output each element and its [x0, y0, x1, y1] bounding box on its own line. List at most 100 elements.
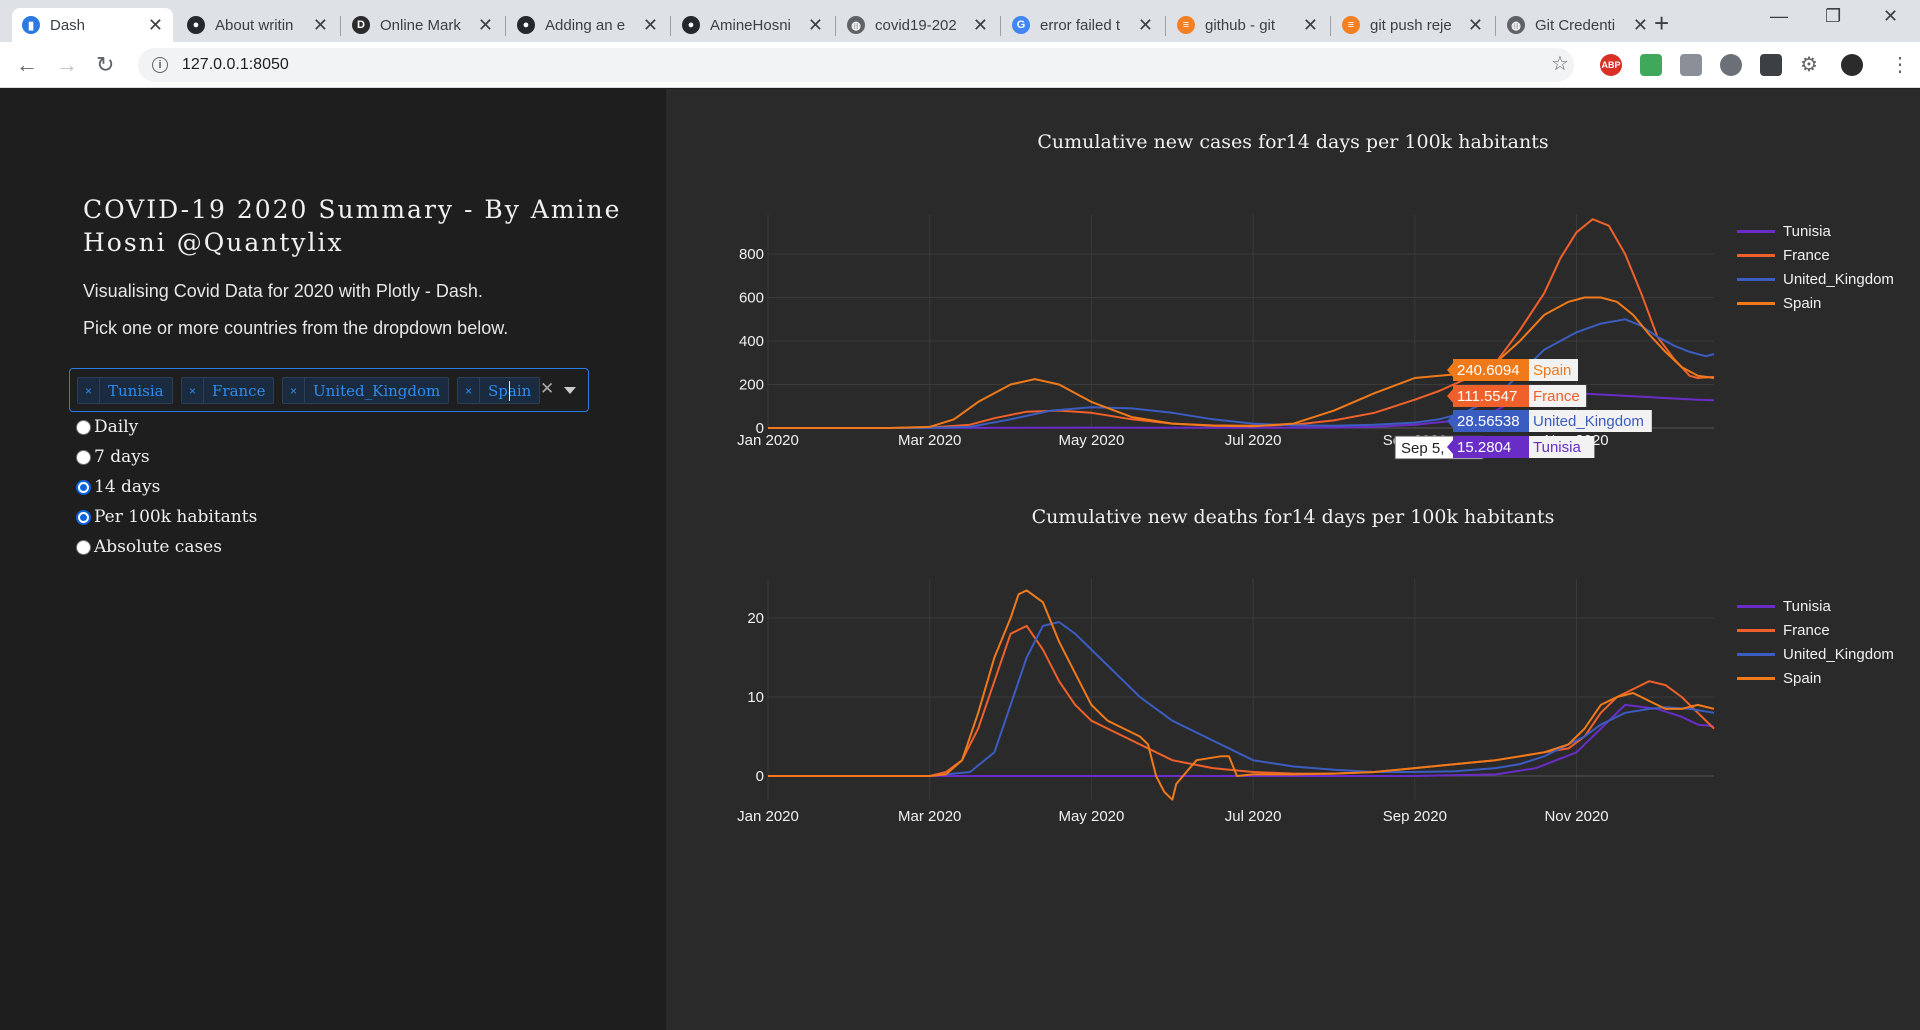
back-icon[interactable]: ←	[16, 52, 38, 77]
close-tab-icon[interactable]: ✕	[1632, 14, 1648, 35]
tab-title: git push reje	[1370, 16, 1452, 34]
legend-item[interactable]: Spain	[1737, 291, 1894, 315]
series-line-spain	[768, 296, 1715, 429]
browser-tab[interactable]: ▮ Dash ✕	[12, 8, 173, 42]
legend-item[interactable]: United_Kingdom	[1737, 642, 1894, 666]
legend-item[interactable]: France	[1737, 618, 1894, 642]
close-window-icon[interactable]: ✕	[1883, 6, 1899, 26]
remove-chip-icon[interactable]: ×	[78, 378, 100, 403]
tab-separator	[670, 16, 671, 36]
period-radio[interactable]: 7 days	[76, 447, 150, 467]
radio-button[interactable]	[76, 539, 91, 555]
browser-menu-icon[interactable]: ⋮	[1890, 54, 1910, 76]
reload-icon[interactable]: ↻	[96, 52, 115, 77]
tooltip-value: 28.56538	[1457, 413, 1520, 430]
maximize-icon[interactable]: ❐	[1825, 6, 1842, 26]
browser-tab[interactable]: ≡ git push reje ✕	[1332, 8, 1493, 42]
legend-item[interactable]: United_Kingdom	[1737, 267, 1894, 291]
scale-radio[interactable]: Absolute cases	[76, 537, 222, 557]
remove-chip-icon[interactable]: ×	[182, 378, 204, 403]
y-tick-label: 600	[739, 290, 764, 307]
dash-app: COVID-19 2020 Summary - By Amine Hosni @…	[0, 89, 1920, 1030]
close-tab-icon[interactable]: ✕	[1467, 14, 1483, 35]
url-input[interactable]: i 127.0.0.1:8050	[138, 48, 1574, 82]
browser-tab[interactable]: ◍ covid19-202 ✕	[837, 8, 998, 42]
y-tick-label: 0	[756, 768, 764, 785]
y-tick-label: 0	[756, 420, 764, 437]
period-radio[interactable]: 14 days	[76, 477, 160, 497]
legend-item[interactable]: France	[1737, 243, 1894, 267]
legend-swatch	[1737, 253, 1775, 257]
tooltip-pointer	[1447, 440, 1453, 454]
dillinger-icon: D	[352, 16, 370, 34]
radio-button[interactable]	[76, 419, 91, 435]
extension-download-icon[interactable]	[1640, 54, 1662, 76]
new-tab-button[interactable]: +	[1654, 8, 1670, 38]
adblock-icon[interactable]: ABP	[1600, 54, 1622, 76]
globe-icon: ◍	[847, 16, 865, 34]
browser-tab[interactable]: D Online Mark ✕	[342, 8, 503, 42]
control-panel: COVID-19 2020 Summary - By Amine Hosni @…	[0, 89, 666, 1030]
close-tab-icon[interactable]: ✕	[1137, 14, 1153, 35]
country-dropdown[interactable]: × Tunisia × France × United_Kingdom ×Spain ✕	[69, 368, 589, 412]
browser-tab[interactable]: ● About writin ✕	[177, 8, 338, 42]
close-tab-icon[interactable]: ✕	[312, 14, 328, 35]
close-tab-icon[interactable]: ✕	[972, 14, 988, 35]
cases-chart[interactable]: Jan 2020 Mar 2020 May 2020 Jul 2020 Sep 2020…	[0, 89, 1920, 1030]
close-tab-icon[interactable]: ✕	[1302, 14, 1318, 35]
scale-radio[interactable]: Per 100k habitants	[76, 507, 257, 527]
extension-eye-icon[interactable]	[1720, 54, 1742, 76]
browser-tab[interactable]: ● AmineHosni ✕	[672, 8, 833, 42]
country-chip[interactable]: ×Spain	[457, 377, 541, 404]
radio-label: Per 100k habitants	[94, 507, 258, 527]
cases-chart-legend[interactable]: Tunisia France United_Kingdom Spain	[1737, 219, 1894, 315]
country-chip[interactable]: × France	[181, 377, 275, 404]
legend-label: United_Kingdom	[1783, 645, 1894, 663]
minimize-icon[interactable]: —	[1770, 6, 1788, 26]
y-tick-label: 800	[739, 246, 764, 263]
browser-tab[interactable]: ≡ github - git ✕	[1167, 8, 1328, 42]
legend-item[interactable]: Spain	[1737, 666, 1894, 690]
close-tab-icon[interactable]: ✕	[807, 14, 823, 35]
country-chip[interactable]: × Tunisia	[77, 377, 173, 404]
deaths-chart-title: Cumulative new deaths for14 days per 100…	[1031, 506, 1555, 528]
globe-icon: ◍	[1507, 16, 1525, 34]
github-icon: ●	[517, 16, 535, 34]
extension-window-icon[interactable]	[1680, 54, 1702, 76]
legend-item[interactable]: Tunisia	[1737, 594, 1894, 618]
tooltip-series-name: Spain	[1533, 362, 1571, 379]
site-info-icon[interactable]: i	[152, 57, 168, 73]
google-icon: G	[1012, 16, 1030, 34]
period-radio[interactable]: Daily	[76, 417, 138, 437]
extensions-puzzle-icon[interactable]: ⚙	[1800, 54, 1818, 76]
series-line-france	[768, 218, 1715, 429]
tab-title: Online Mark	[380, 16, 461, 34]
avatar[interactable]	[1841, 54, 1863, 76]
chevron-down-icon[interactable]	[564, 387, 576, 394]
tab-separator	[505, 16, 506, 36]
country-chip[interactable]: × United_Kingdom	[282, 377, 450, 404]
forward-icon[interactable]: →	[56, 52, 78, 77]
remove-chip-icon[interactable]: ×	[283, 378, 305, 403]
remove-chip-icon[interactable]: ×	[458, 378, 480, 403]
legend-label: Spain	[1783, 294, 1822, 312]
radio-button[interactable]	[76, 449, 91, 465]
extension-at-icon[interactable]	[1760, 54, 1782, 76]
bookmark-star-icon[interactable]: ☆	[1551, 53, 1569, 75]
radio-button[interactable]	[76, 479, 91, 495]
clear-selection-icon[interactable]: ✕	[540, 379, 555, 398]
tooltip-name-box	[1529, 410, 1652, 432]
legend-label: United_Kingdom	[1783, 270, 1894, 288]
close-tab-icon[interactable]: ✕	[642, 14, 658, 35]
close-tab-icon[interactable]: ✕	[477, 14, 493, 35]
browser-tab[interactable]: ● Adding an e ✕	[507, 8, 668, 42]
tab-title: Git Credenti	[1535, 16, 1616, 34]
legend-item[interactable]: Tunisia	[1737, 219, 1894, 243]
close-tab-icon[interactable]: ✕	[147, 14, 163, 35]
x-tick-label: Jan 2020	[737, 432, 799, 449]
tooltip-series-name: United_Kingdom	[1533, 413, 1644, 430]
browser-tab[interactable]: ◍ Git Credenti ✕	[1497, 8, 1658, 42]
deaths-chart-legend[interactable]: Tunisia France United_Kingdom Spain	[1737, 594, 1894, 690]
radio-button[interactable]	[76, 509, 91, 525]
